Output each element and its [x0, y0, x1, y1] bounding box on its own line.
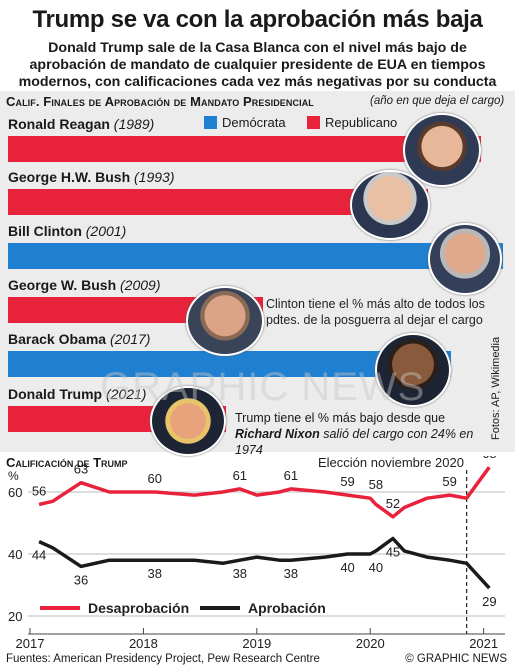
- trump-note-nixon: Richard Nixon: [235, 427, 320, 441]
- data-label: 61: [233, 468, 247, 483]
- x-tick-label: 2017: [16, 636, 45, 651]
- obama-portrait: [375, 333, 451, 407]
- president-name: George H.W. Bush: [8, 169, 135, 185]
- legend-label-disapproval: Desaprobación: [88, 600, 189, 616]
- data-label: 29: [482, 594, 496, 609]
- page-title: Trump se va con la aprobación más baja: [32, 6, 483, 33]
- president-year: (1993): [134, 169, 175, 185]
- legend-swatch-democrat: [204, 116, 217, 129]
- x-tick-label: 2021: [469, 636, 498, 651]
- data-label: 68: [482, 456, 496, 461]
- panel-label: Calif. Finales de Aprobación de Mandato …: [6, 94, 314, 109]
- bar-name-0: Ronald Reagan (1989): [8, 116, 154, 132]
- bar-name-2: Bill Clinton (2001): [8, 223, 126, 239]
- legend-swatch-republican: [307, 116, 320, 129]
- data-label: 58: [369, 477, 383, 492]
- president-year: (2017): [109, 331, 151, 347]
- clinton-note: Clinton tiene el % más alto de todos los…: [266, 297, 485, 327]
- data-label: 36: [74, 572, 88, 587]
- bar-name-1: George H.W. Bush (1993): [8, 169, 174, 185]
- legend-republican-label: Republicano: [325, 115, 398, 130]
- data-label: 59: [442, 474, 456, 489]
- trump-note-pre: Trump tiene el % más bajo desde que: [235, 411, 446, 425]
- series-line-1: [38, 536, 491, 590]
- watermark: GRAPHIC NEWS: [100, 365, 426, 409]
- line-chart-label: Calificación de Trump: [6, 455, 128, 470]
- panel-note: (año en que deja el cargo): [370, 95, 505, 107]
- president-year: (2021): [106, 386, 147, 402]
- data-label: 40: [369, 560, 383, 575]
- president-year: (2001): [85, 223, 127, 239]
- legend-democrat-label: Demócrata: [222, 115, 286, 130]
- president-year: (2009): [120, 277, 161, 293]
- trump-rating-line-chart: 20 40 60% 2017 2018 2019 2020 2021 Elección novi…: [8, 456, 505, 651]
- trump-note: Trump tiene el % más bajo desde que Rich…: [235, 410, 485, 458]
- president-year: (1989): [113, 116, 155, 132]
- bar-name-5: Donald Trump (2021): [8, 386, 146, 402]
- trump-portrait: [150, 386, 226, 456]
- reagan-portrait: [403, 113, 481, 187]
- bush-sr-portrait: [350, 170, 430, 240]
- panel-label-text: Calif. Finales de Aprobación de Mandato …: [6, 94, 314, 109]
- footer-brand: © GRAPHIC NEWS: [405, 653, 507, 665]
- footer-sources: Fuentes: American Presidency Project, Pe…: [6, 653, 320, 665]
- election-annotation: Elección noviembre 2020: [318, 456, 464, 470]
- president-name: George W. Bush: [8, 277, 121, 293]
- legend-label-approval: Aprobación: [248, 600, 326, 616]
- photo-credit: Fotos: AP, Wikimedia: [490, 336, 502, 440]
- data-label: 44: [32, 548, 46, 563]
- data-label: 61: [284, 468, 298, 483]
- president-name: Ronald Reagan: [8, 116, 114, 132]
- x-tick-label: 2018: [129, 636, 158, 651]
- trump-note-post: salió del cargo con 24% en 1974: [235, 427, 474, 457]
- data-label: 59: [340, 474, 354, 489]
- x-tick-label: 2019: [242, 636, 271, 651]
- data-label: 38: [284, 566, 298, 581]
- legend-democrat: Demócrata: [204, 115, 286, 130]
- data-label: 60: [148, 471, 162, 486]
- x-tick-label: 2020: [356, 636, 385, 651]
- series-line-0: [38, 466, 491, 519]
- y-tick-label: 40: [8, 547, 22, 562]
- legend-republican: Republicano: [307, 115, 397, 130]
- data-label: 40: [340, 560, 354, 575]
- bush-jr-portrait: [186, 286, 264, 356]
- clinton-portrait: [428, 223, 502, 295]
- data-label: 52: [386, 496, 400, 511]
- data-label: 38: [233, 566, 247, 581]
- data-label: 38: [148, 566, 162, 581]
- bar-name-4: Barack Obama (2017): [8, 331, 150, 347]
- y-tick-label: 20: [8, 609, 22, 624]
- data-label: 63: [74, 462, 88, 477]
- president-name: Donald Trump: [8, 386, 106, 402]
- data-label: 56: [32, 483, 46, 498]
- president-name: Bill Clinton: [8, 223, 86, 239]
- y-axis-unit: %: [8, 469, 19, 483]
- data-label: 45: [386, 545, 400, 560]
- president-name: Barack Obama: [8, 331, 110, 347]
- bar-name-3: George W. Bush (2009): [8, 277, 160, 293]
- y-tick-label: 60: [8, 485, 22, 500]
